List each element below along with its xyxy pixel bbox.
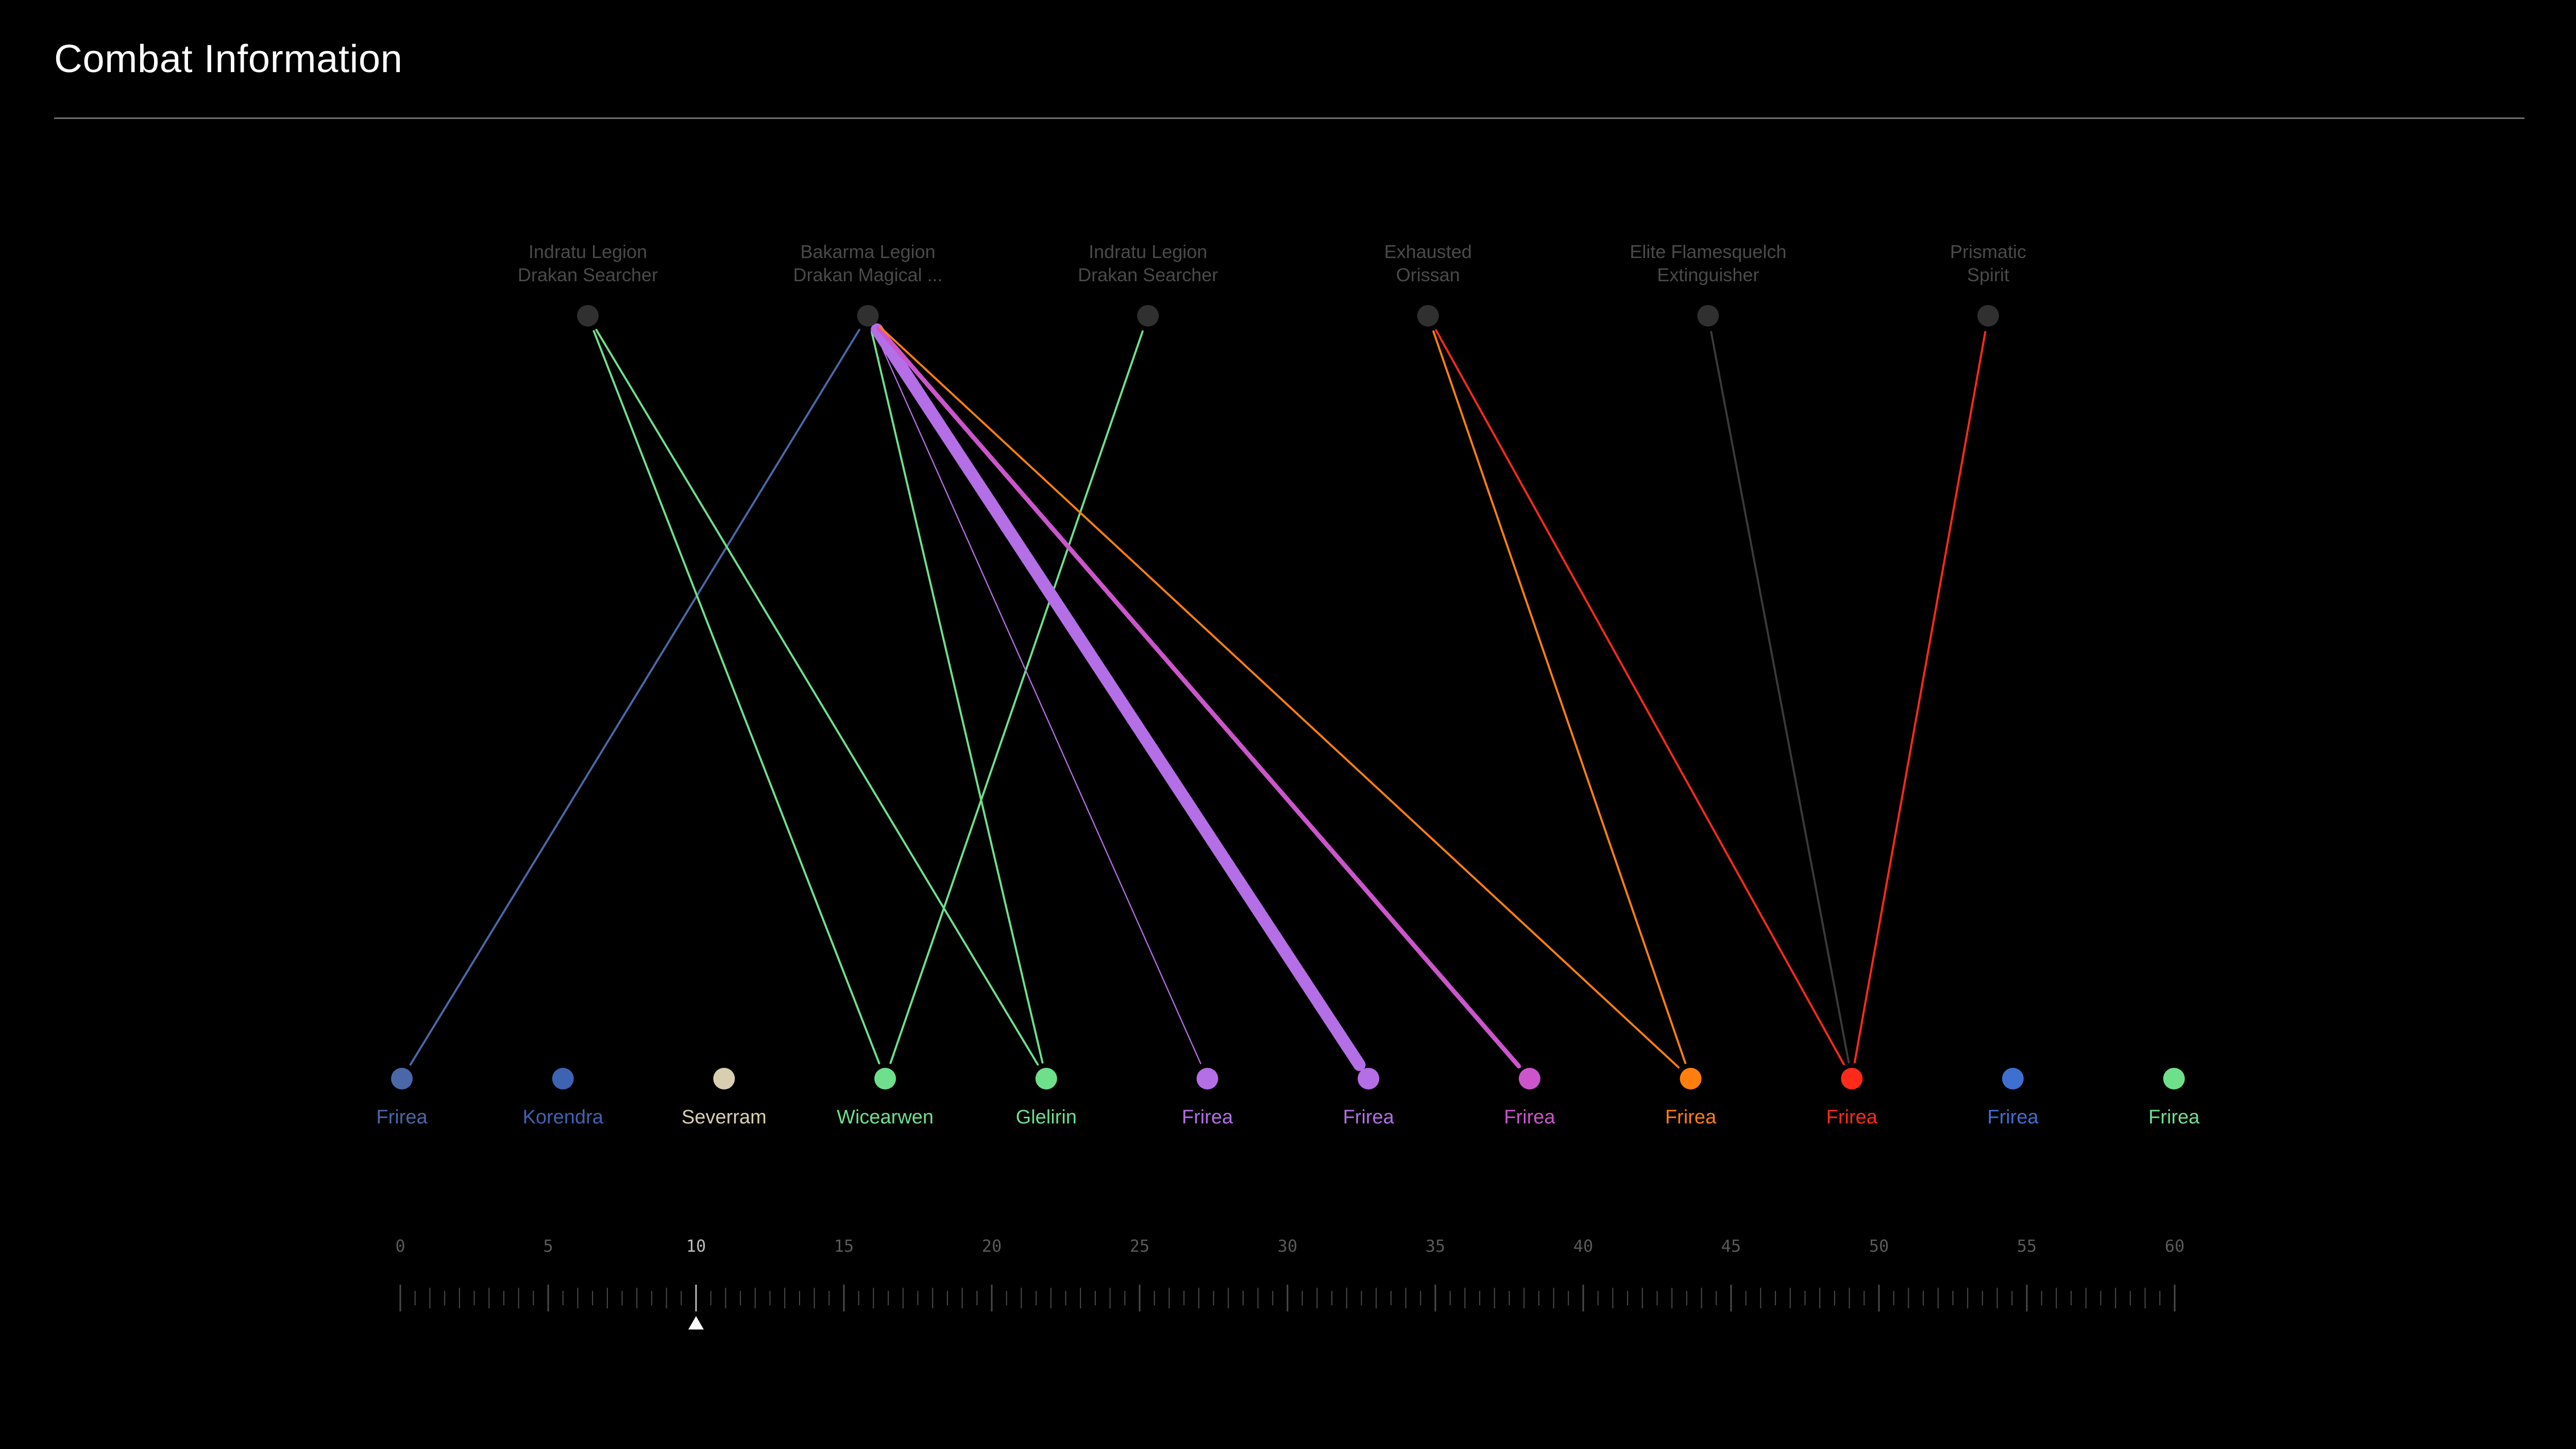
- ally-label: Korendra: [523, 1106, 604, 1128]
- enemy-label-line: Drakan Magical ...: [793, 264, 943, 285]
- timeline-tick-label: 50: [1869, 1236, 1889, 1256]
- link-e2-a9: [879, 326, 1680, 1069]
- link-e2-a5: [870, 331, 1044, 1064]
- timeline-tick-label: 40: [1573, 1236, 1594, 1256]
- ally-node[interactable]: Frirea: [1987, 1068, 2039, 1128]
- link-e6-a10: [1853, 331, 1987, 1064]
- timeline-tick-label: 55: [2017, 1236, 2037, 1256]
- timeline-tick-label: 20: [982, 1236, 1002, 1256]
- ally-dot[interactable]: [1196, 1068, 1218, 1089]
- ally-node[interactable]: Korendra: [523, 1068, 604, 1128]
- ally-dot[interactable]: [1680, 1068, 1702, 1089]
- ally-node[interactable]: Severram: [682, 1068, 767, 1128]
- ally-label: Glelirin: [1016, 1106, 1077, 1128]
- ally-dot[interactable]: [552, 1068, 574, 1089]
- enemy-dot[interactable]: [577, 305, 599, 327]
- ally-dot[interactable]: [1841, 1068, 1863, 1089]
- enemy-label-line: Bakarma Legion: [801, 241, 936, 262]
- timeline-marker-icon[interactable]: [688, 1316, 704, 1329]
- ally-label: Frirea: [376, 1106, 428, 1128]
- enemy-dot[interactable]: [1977, 305, 1999, 327]
- ally-dot[interactable]: [1358, 1068, 1380, 1089]
- enemy-label-line: Drakan Searcher: [1078, 264, 1218, 285]
- enemy-label-line: Extinguisher: [1657, 264, 1759, 285]
- enemy-dot[interactable]: [857, 305, 879, 327]
- enemy-dot[interactable]: [1137, 305, 1159, 327]
- ally-label: Frirea: [1826, 1106, 1878, 1128]
- ally-dot[interactable]: [391, 1068, 413, 1089]
- ally-nodes: Frirea Korendra Severram Wicearwen Glelirin F…: [376, 1068, 2200, 1128]
- ally-dot[interactable]: [2002, 1068, 2024, 1089]
- enemy-label-line: Indratu Legion: [529, 241, 647, 262]
- timeline-tick-label: 35: [1426, 1236, 1446, 1256]
- link-e5-a10: [1710, 331, 1850, 1064]
- link-e4-a10: [1435, 329, 1845, 1065]
- enemy-dot[interactable]: [1417, 305, 1439, 327]
- timeline-tick-label: 15: [834, 1236, 854, 1256]
- link-e1-a4: [592, 330, 880, 1065]
- link-e2-a1: [409, 329, 860, 1066]
- link-e4-a9: [1432, 330, 1687, 1064]
- timeline-tick-label: 25: [1130, 1236, 1150, 1256]
- ally-dot[interactable]: [874, 1068, 896, 1089]
- ally-label: Frirea: [2148, 1106, 2200, 1128]
- ally-label: Frirea: [1504, 1106, 1555, 1128]
- ally-dot[interactable]: [2163, 1068, 2185, 1089]
- ally-label: Wicearwen: [837, 1106, 934, 1128]
- ally-label: Frirea: [1182, 1106, 1233, 1128]
- header-divider: [54, 117, 2524, 119]
- enemy-label-line: Spirit: [1967, 264, 2009, 285]
- ally-node[interactable]: Frirea: [2148, 1068, 2200, 1128]
- ally-node[interactable]: Wicearwen: [837, 1068, 934, 1128]
- link-e1-a5: [595, 329, 1039, 1066]
- enemy-label-line: Indratu Legion: [1089, 241, 1207, 262]
- header: Combat Information: [54, 31, 2524, 119]
- ally-label: Severram: [682, 1106, 767, 1128]
- ally-label: Frirea: [1987, 1106, 2039, 1128]
- ally-node[interactable]: Frirea: [376, 1068, 428, 1128]
- ally-label: Frirea: [1665, 1106, 1717, 1128]
- timeline-tick-label: 60: [2165, 1236, 2185, 1256]
- ally-node[interactable]: Frirea: [1343, 1068, 1395, 1128]
- ally-node[interactable]: Frirea: [1504, 1068, 1555, 1128]
- ally-node[interactable]: Frirea: [1826, 1068, 1878, 1128]
- ally-node[interactable]: Frirea: [1665, 1068, 1717, 1128]
- timeline-tick-label: 5: [543, 1236, 553, 1256]
- enemy-label-line: Drakan Searcher: [518, 264, 658, 285]
- enemy-label-line: Prismatic: [1950, 241, 2026, 262]
- timeline-tick-label: 0: [395, 1236, 405, 1256]
- ally-dot[interactable]: [713, 1068, 735, 1089]
- enemy-dot[interactable]: [1697, 305, 1719, 327]
- enemy-label-line: Orissan: [1396, 264, 1460, 285]
- link-e3-a4: [889, 330, 1144, 1064]
- timeline-tick-label: 10: [686, 1236, 706, 1256]
- timeline-tick-label: 45: [1721, 1236, 1741, 1256]
- enemy-label-line: Elite Flamesquelch: [1630, 241, 1786, 262]
- link-e2-a7: [871, 323, 1366, 1071]
- ally-node[interactable]: Glelirin: [1016, 1068, 1077, 1128]
- ally-node[interactable]: Frirea: [1182, 1068, 1233, 1128]
- enemy-label-line: Exhausted: [1384, 241, 1472, 262]
- ally-label: Frirea: [1343, 1106, 1395, 1128]
- link-e2-a6: [874, 330, 1201, 1065]
- timeline[interactable]: 0 5 10 15 20 25 30 35 40 45 50 55 60: [395, 1236, 2184, 1329]
- timeline-tick-label: 30: [1278, 1236, 1298, 1256]
- link-e2-a8: [876, 326, 1521, 1069]
- links-layer: [409, 323, 1987, 1071]
- ally-dot[interactable]: [1518, 1068, 1540, 1089]
- ally-dot[interactable]: [1035, 1068, 1057, 1089]
- page-title: Combat Information: [54, 37, 403, 81]
